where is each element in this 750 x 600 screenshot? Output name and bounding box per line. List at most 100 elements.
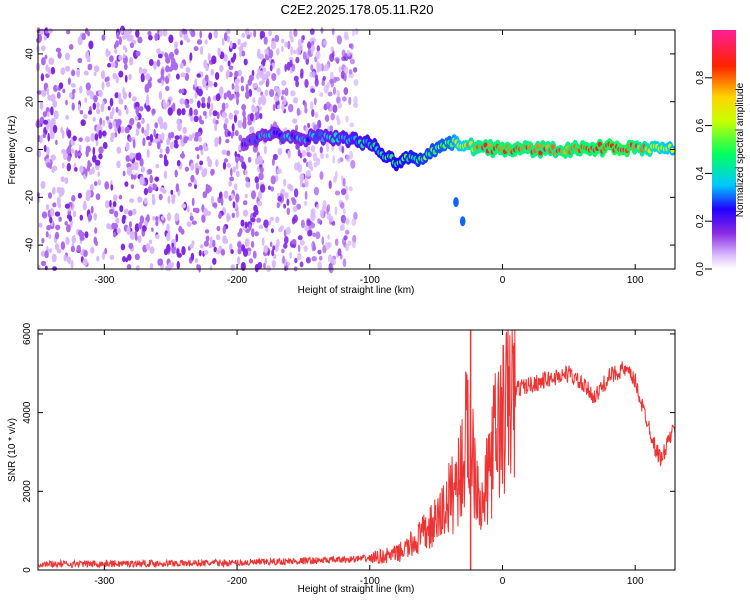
noise-cell <box>156 141 161 150</box>
noise-cell <box>203 249 209 255</box>
noise-cell <box>116 160 121 169</box>
noise-cell <box>240 219 245 227</box>
noise-cell <box>242 109 246 118</box>
noise-cell <box>92 116 96 122</box>
noise-cell <box>196 73 201 78</box>
noise-cell <box>56 248 62 254</box>
noise-cell <box>98 129 103 139</box>
noise-cell <box>166 232 171 242</box>
noise-cell <box>157 116 163 125</box>
noise-cell <box>292 98 298 104</box>
noise-cell <box>116 146 122 154</box>
noise-cell <box>273 95 279 102</box>
noise-cell <box>261 237 265 246</box>
noise-cell <box>268 185 271 190</box>
noise-cell <box>39 102 44 110</box>
noise-cell <box>337 158 341 164</box>
noise-cell <box>112 201 117 208</box>
noise-cell <box>41 45 46 52</box>
noise-cell <box>330 112 335 121</box>
noise-cell <box>203 110 207 117</box>
noise-cell <box>153 129 156 138</box>
noise-cell <box>93 95 98 103</box>
noise-cell <box>253 30 257 38</box>
noise-cell <box>92 102 97 111</box>
noise-cell <box>276 238 280 249</box>
noise-cell <box>54 211 61 217</box>
noise-cell <box>175 233 179 243</box>
noise-cell <box>262 67 267 73</box>
noise-cell <box>277 90 281 97</box>
noise-cell <box>84 231 89 239</box>
noise-cell <box>189 215 194 222</box>
noise-cell <box>310 210 315 218</box>
noise-cell <box>191 220 197 225</box>
noise-cell <box>228 243 233 251</box>
noise-cell <box>231 83 235 90</box>
noise-cell <box>284 41 288 48</box>
noise-cell <box>127 254 132 261</box>
noise-cell <box>137 235 142 244</box>
noise-cell <box>155 216 159 222</box>
noise-cell <box>50 117 56 127</box>
noise-cell <box>238 144 242 151</box>
noise-cell <box>146 135 151 141</box>
noise-cell <box>282 255 285 264</box>
noise-cell <box>250 217 256 223</box>
noise-cell <box>126 35 132 42</box>
noise-cell <box>171 197 176 205</box>
noise-cell <box>151 183 157 191</box>
noise-cell <box>345 115 349 123</box>
noise-cell <box>58 82 64 90</box>
noise-cell <box>233 114 238 123</box>
y-tick-label: 0 <box>22 567 33 573</box>
noise-cell <box>293 214 298 223</box>
noise-cell <box>350 159 356 169</box>
noise-cell <box>133 161 139 171</box>
noise-cell <box>304 178 309 187</box>
x-tick-label: -200 <box>227 576 247 587</box>
noise-cell <box>230 132 234 139</box>
colorbar-tick-label: 0.0 <box>695 262 706 276</box>
noise-cell <box>240 85 245 92</box>
noise-cell <box>147 80 152 89</box>
spectrogram-x-ticks: -300 -200 -100 0 100 <box>94 30 644 286</box>
noise-cell <box>198 115 202 124</box>
noise-cell <box>100 70 106 80</box>
noise-cell <box>101 81 105 91</box>
noise-cell <box>49 124 54 134</box>
noise-cell <box>221 149 227 155</box>
noise-cell <box>212 202 218 208</box>
noise-cell <box>204 229 210 234</box>
noise-cell <box>327 234 330 240</box>
noise-cell <box>258 53 265 60</box>
noise-cell <box>190 174 195 183</box>
noise-cell <box>186 221 192 227</box>
noise-cell <box>305 170 311 177</box>
noise-cell <box>77 192 82 199</box>
x-tick-label: 100 <box>627 576 644 587</box>
noise-cell <box>181 246 186 256</box>
noise-cell <box>319 92 324 97</box>
noise-cell <box>55 139 58 146</box>
noise-cell <box>334 57 340 63</box>
noise-cell <box>80 119 86 127</box>
noise-cell <box>322 200 327 209</box>
noise-cell <box>158 30 163 37</box>
noise-cell <box>48 234 52 239</box>
noise-cell <box>48 192 52 199</box>
noise-cell <box>209 236 213 246</box>
noise-cell <box>344 34 349 41</box>
noise-cell <box>304 190 308 200</box>
noise-cell <box>174 48 179 56</box>
noise-cell <box>167 66 173 72</box>
noise-cell <box>332 155 336 164</box>
noise-cell <box>296 107 301 116</box>
noise-cell <box>72 89 76 94</box>
noise-cell <box>122 87 125 96</box>
noise-cell <box>315 231 321 240</box>
noise-cell <box>235 91 240 99</box>
colorbar-tick-label: 0.8 <box>695 70 706 84</box>
noise-cell <box>268 49 274 59</box>
noise-cell <box>271 259 276 269</box>
